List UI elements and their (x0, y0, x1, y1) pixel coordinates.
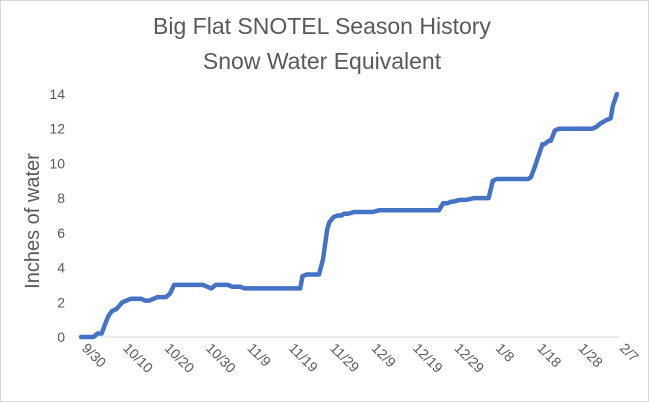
x-tick-label: 12/29 (451, 340, 487, 376)
y-tick-label: 12 (49, 121, 65, 137)
y-tick-label: 14 (49, 86, 65, 102)
x-tick-label: 1/18 (534, 340, 565, 371)
x-tick-label: 2/7 (617, 340, 642, 365)
chart-subtitle: Snow Water Equivalent (203, 48, 442, 74)
y-tick-label: 8 (57, 190, 65, 206)
y-tick-label: 2 (57, 294, 65, 310)
x-tick-label: 1/28 (575, 340, 606, 371)
x-tick-label: 12/19 (410, 340, 446, 376)
x-tick-label: 10/30 (203, 340, 239, 376)
y-tick-label: 10 (49, 155, 65, 171)
x-tick-label: 9/30 (79, 340, 110, 371)
x-tick-label: 1/8 (493, 340, 518, 365)
series-layer (78, 91, 620, 340)
x-tick-label: 12/9 (369, 340, 400, 371)
x-tick-label: 10/20 (162, 340, 198, 376)
x-tick-label: 10/10 (120, 340, 156, 376)
y-axis-label: Inches of water (22, 153, 44, 289)
y-axis-ticks: 0 2 4 6 8 10 12 14 (49, 86, 65, 345)
x-tick-label: 11/9 (244, 340, 274, 370)
y-tick-label: 4 (57, 260, 65, 276)
x-tick-label: 11/19 (286, 340, 322, 376)
y-tick-label: 0 (57, 329, 65, 345)
chart-title: Big Flat SNOTEL Season History (153, 13, 491, 39)
x-tick-label: 11/29 (327, 340, 363, 376)
y-tick-label: 6 (57, 225, 65, 241)
x-axis-ticks: 9/30 10/10 10/20 10/30 11/9 11/19 11/29 12/9 12/… (79, 340, 642, 376)
swe-series-line (78, 91, 620, 340)
